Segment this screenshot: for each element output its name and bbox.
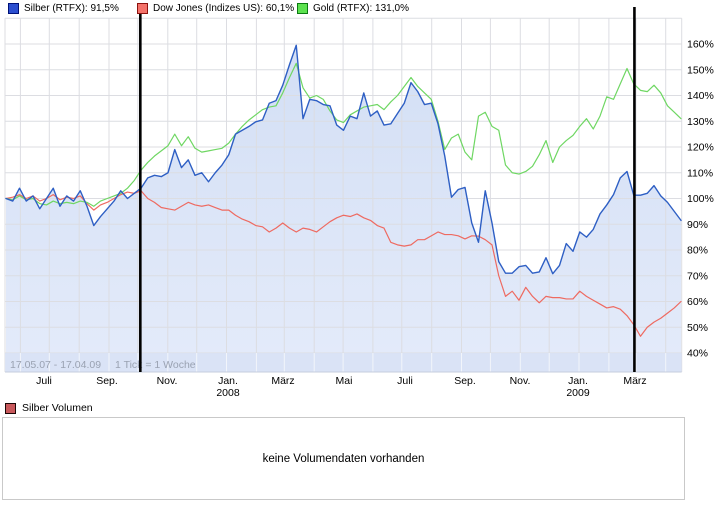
no-volume-data-message: keine Volumendaten vorhanden: [262, 452, 425, 465]
volume-legend: Silber Volumen: [5, 402, 93, 414]
svg-text:150%: 150%: [687, 64, 714, 76]
svg-text:90%: 90%: [687, 219, 708, 231]
svg-text:Sep.: Sep.: [454, 375, 476, 387]
watermark-tick-info: 1 Tick = 1 Woche: [115, 359, 196, 371]
svg-text:120%: 120%: [687, 142, 714, 154]
svg-text:50%: 50%: [687, 322, 708, 334]
grid: [4, 17, 683, 372]
legend-item-silber: Silber (RTFX): 91,5%: [8, 3, 119, 14]
performance-chart: 17.05.07 - 17.04.09 1 Tick = 1 Woche160%1…: [4, 7, 714, 399]
svg-text:Jan.: Jan.: [218, 375, 238, 387]
volume-panel: keine Volumendaten vorhanden: [2, 417, 685, 500]
dow-jones-swatch-icon: [137, 3, 148, 14]
svg-text:2008: 2008: [216, 387, 240, 399]
svg-text:130%: 130%: [687, 116, 714, 128]
svg-text:100%: 100%: [687, 193, 714, 205]
gold-swatch-icon: [297, 3, 308, 14]
svg-text:40%: 40%: [687, 348, 708, 360]
svg-text:Nov.: Nov.: [510, 375, 531, 387]
chart-legend: Silber (RTFX): 91,5% Dow Jones (Indizes …: [0, 0, 726, 16]
series-line-dow-jones-indizes-us: [5, 190, 682, 337]
svg-text:160%: 160%: [687, 39, 714, 51]
svg-text:110%: 110%: [687, 167, 713, 179]
watermark-date-range: 17.05.07 - 17.04.09: [10, 359, 101, 371]
svg-text:2009: 2009: [566, 387, 590, 399]
svg-text:Juli: Juli: [36, 375, 52, 387]
silber-swatch-icon: [8, 3, 19, 14]
svg-text:Juli: Juli: [397, 375, 413, 387]
svg-text:140%: 140%: [687, 90, 714, 102]
svg-text:Sep.: Sep.: [96, 375, 118, 387]
svg-text:Jan.: Jan.: [568, 375, 588, 387]
watermark-band: 17.05.07 - 17.04.09 1 Tick = 1 Woche: [5, 353, 682, 373]
event-marker-lines: [139, 7, 636, 372]
svg-text:80%: 80%: [687, 245, 708, 257]
legend-label-silber: Silber (RTFX): 91,5%: [24, 3, 119, 14]
series-line-silber-rtfx: [5, 44, 682, 275]
svg-text:Mai: Mai: [336, 375, 353, 387]
svg-text:Nov.: Nov.: [157, 375, 178, 387]
legend-item-dow-jones: Dow Jones (Indizes US): 60,1%: [137, 3, 294, 14]
silber-volumen-swatch-icon: [5, 402, 16, 414]
volume-legend-label: Silber Volumen: [22, 402, 93, 414]
svg-text:70%: 70%: [687, 270, 708, 282]
svg-text:März: März: [271, 375, 294, 387]
legend-item-gold: Gold (RTFX): 131,0%: [297, 3, 409, 14]
svg-text:60%: 60%: [687, 296, 708, 308]
y-axis-labels: 160% 150% 140% 130% 120% 110% 100% 90% 80% 70% 60%…: [687, 39, 714, 360]
legend-label-gold: Gold (RTFX): 131,0%: [313, 3, 409, 14]
legend-label-dow-jones: Dow Jones (Indizes US): 60,1%: [153, 3, 295, 14]
svg-text:März: März: [623, 375, 646, 387]
